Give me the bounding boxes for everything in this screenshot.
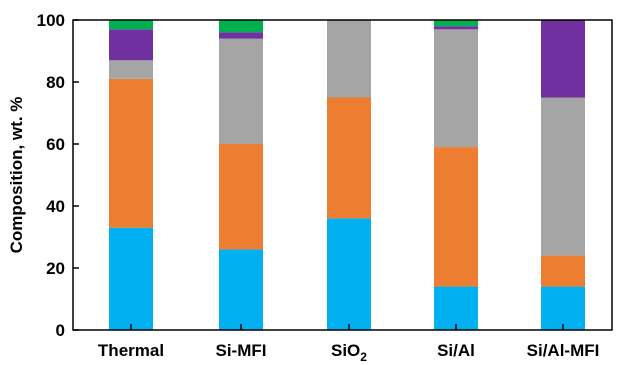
bar-segment-4-1 <box>434 286 478 330</box>
x-category-label: Si/Al <box>437 341 475 360</box>
bars-group <box>109 20 585 330</box>
y-tick-label: 20 <box>46 259 65 278</box>
bar-segment-4-2 <box>434 147 478 287</box>
y-tick-label: 60 <box>46 135 65 154</box>
x-category-label: Si-MFI <box>216 341 267 360</box>
bar-segment-3-1 <box>327 218 371 330</box>
y-tick-label: 40 <box>46 197 65 216</box>
plot-frame <box>72 19 613 331</box>
bar-segment-2-2 <box>219 144 263 250</box>
bar-segment-5-4 <box>541 20 585 98</box>
bar-segment-5-2 <box>541 255 585 287</box>
y-axis-title: Composition, wt. % <box>7 97 26 254</box>
bar-segment-3-2 <box>327 97 371 219</box>
bar-segment-4-4 <box>434 26 478 30</box>
axes-group <box>72 19 613 331</box>
y-tick-label: 80 <box>46 73 65 92</box>
x-category-label: Thermal <box>98 341 164 360</box>
bar-segment-2-5 <box>219 20 263 33</box>
bar-segment-1-5 <box>109 20 153 30</box>
y-tick-label: 100 <box>37 11 65 30</box>
bar-segment-5-3 <box>541 97 585 256</box>
bar-segment-3-3 <box>327 20 371 98</box>
y-tick-label: 0 <box>56 321 65 340</box>
bar-segment-1-1 <box>109 227 153 330</box>
bar-segment-1-3 <box>109 60 153 79</box>
bar-segment-1-2 <box>109 78 153 228</box>
x-category-label: Si/Al-MFI <box>527 341 600 360</box>
x-labels-group: Thermal Si-MFI SiO2 Si/Al Si/Al-MFI <box>98 324 599 364</box>
y-ticks-group: 0 20 40 60 80 100 <box>37 11 79 340</box>
bar-segment-2-1 <box>219 249 263 330</box>
bar-segment-4-3 <box>434 29 478 148</box>
bar-segment-5-1 <box>541 286 585 330</box>
bar-segment-2-3 <box>219 38 263 144</box>
bar-segment-1-4 <box>109 29 153 61</box>
bar-segment-2-4 <box>219 32 263 39</box>
bar-segment-4-5 <box>434 20 478 27</box>
x-category-label: SiO2 <box>331 341 367 364</box>
